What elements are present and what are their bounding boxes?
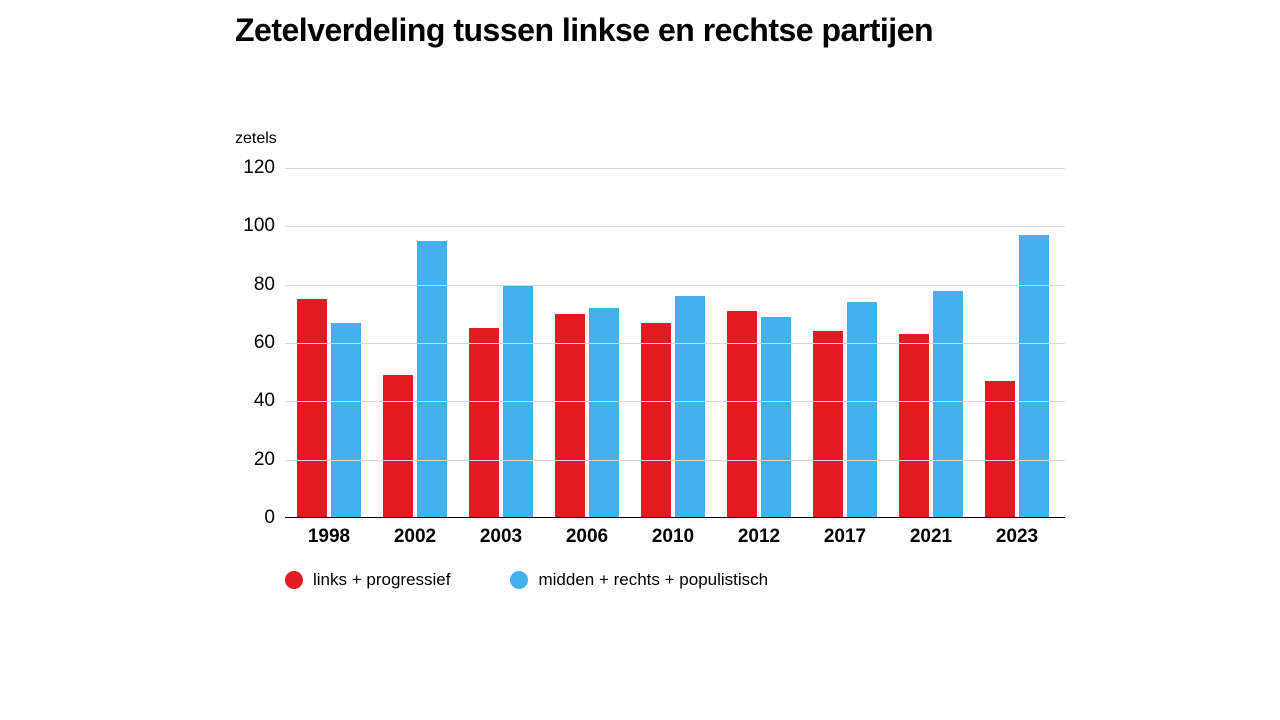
bar-left	[641, 323, 671, 518]
x-tick-label: 2023	[996, 526, 1038, 548]
gridline	[285, 226, 1065, 227]
bar-left	[469, 328, 499, 518]
chart-title: Zetelverdeling tussen linkse en rechtse …	[235, 12, 933, 49]
bar-left	[383, 375, 413, 518]
bar-left	[899, 334, 929, 518]
y-tick-label: 40	[225, 390, 275, 412]
y-tick-label: 60	[225, 332, 275, 354]
legend-label-right: midden + rechts + populistisch	[538, 570, 768, 590]
y-tick-label: 20	[225, 449, 275, 471]
plot-area: 0204060801001201998200220032006201020122…	[285, 168, 1065, 518]
legend-swatch-left	[285, 571, 303, 589]
legend-label-left: links + progressief	[313, 570, 450, 590]
x-tick-label: 2002	[394, 526, 436, 548]
bar-left	[727, 311, 757, 518]
bar-right	[1019, 235, 1049, 518]
bar-right	[761, 317, 791, 518]
bar-right	[675, 296, 705, 518]
y-axis-label: zetels	[235, 130, 277, 148]
bar-right	[847, 302, 877, 518]
legend: links + progressief midden + rechts + pop…	[285, 570, 768, 590]
x-tick-label: 1998	[308, 526, 350, 548]
legend-swatch-right	[510, 571, 528, 589]
gridline	[285, 168, 1065, 169]
legend-item-left: links + progressief	[285, 570, 450, 590]
bar-right	[933, 291, 963, 519]
y-tick-label: 120	[225, 157, 275, 179]
y-tick-label: 100	[225, 215, 275, 237]
bar-left	[297, 299, 327, 518]
x-tick-label: 2021	[910, 526, 952, 548]
x-tick-label: 2006	[566, 526, 608, 548]
gridline	[285, 285, 1065, 286]
x-tick-label: 2010	[652, 526, 694, 548]
legend-item-right: midden + rechts + populistisch	[510, 570, 768, 590]
x-tick-label: 2017	[824, 526, 866, 548]
bar-left	[813, 331, 843, 518]
bar-left	[555, 314, 585, 518]
x-axis-line	[285, 517, 1065, 518]
gridline	[285, 460, 1065, 461]
bar-right	[331, 323, 361, 518]
gridline	[285, 343, 1065, 344]
bar-right	[417, 241, 447, 518]
gridline	[285, 401, 1065, 402]
bar-right	[589, 308, 619, 518]
chart-container: Zetelverdeling tussen linkse en rechtse …	[0, 0, 1280, 720]
x-tick-label: 2012	[738, 526, 780, 548]
y-tick-label: 0	[225, 507, 275, 529]
x-tick-label: 2003	[480, 526, 522, 548]
y-tick-label: 80	[225, 274, 275, 296]
